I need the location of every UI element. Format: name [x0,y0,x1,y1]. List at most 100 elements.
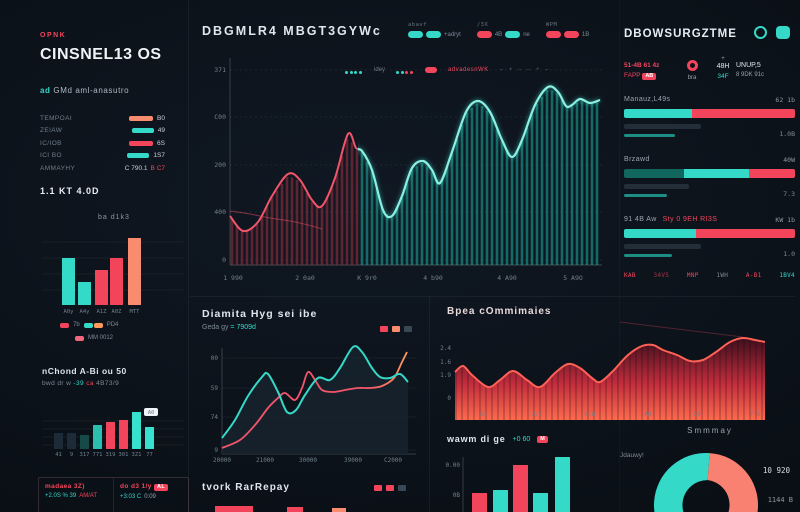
wave-bar [435,179,439,265]
legend-group[interactable]: WPM 1B [545,22,589,38]
y-tick-label: 0B [453,492,461,499]
y-tick-label: C00 [214,113,226,121]
right-panel: DBOWSURGZTME 51-4B 61 4z FAPP AB bra + 4… [620,0,800,310]
dot [396,71,400,74]
main-chart-legend: abavf +adryt/3X 4B ne WPM 1B [408,22,589,38]
stat-left-delta: +2.0S % 39 [45,493,77,499]
progress-segment [624,169,684,178]
bar [145,427,154,449]
wave-bar [245,230,249,265]
refresh-icon[interactable] [754,26,767,39]
legend-swatch [408,31,423,38]
donut-left-label: Jdauwy! [620,452,644,459]
metric-row: TEMPOAI B0 [40,112,165,125]
bar [132,412,141,449]
token-label: A-B1 [745,272,762,279]
legend-swatch [380,326,388,332]
wave-bar [480,106,484,266]
area-chart-panel: Bpea cOmmimaies 2.4 1.6 1.9 0 49 2/6 4.8 A0 20 7.… [430,296,775,430]
bar-label: A1Z [97,309,108,315]
wave-bar [590,103,594,266]
wave-bar [580,101,584,265]
bar-label: 3Z1 [132,452,142,458]
legend-swatch [60,322,69,328]
legend-swatch [386,485,394,491]
metric-label: ICI BO [40,152,62,160]
x-tick-label: 1 990 [223,274,243,282]
x-tick-label: A0 [644,411,652,418]
bar [128,238,141,305]
progress-row: 91 4B Aw Sty 0 9EH RI3S KW 1b 1.0 [624,216,795,276]
wave-bar [355,150,359,265]
stat-left-title: madaea 3Z) [45,483,85,490]
main-chart-legend-secondary: idey advadesnWK ‒ + ‒ ‒ + ‒ [345,61,550,79]
stat-col3-line1: 48H [716,63,730,70]
wave-bar [465,112,469,265]
mini-chart-legend-row1[interactable]: 7b PD4 [60,322,118,328]
metric-value: 6S [157,139,165,147]
dot [409,71,413,74]
y-tick-label: 2.4 [440,345,451,352]
legend-caption: abavf [408,22,428,28]
wave-bar [310,201,314,265]
wave-bar [410,169,414,265]
bar-label: MTT [130,309,141,315]
progress-bar [624,229,795,238]
trend-chart-svg: 00 59 74 9 20000 21000 30000 39000 C2000 [211,345,416,464]
legend-swatch [83,322,93,328]
donut-panel: Smmmay Jdauwy! 10 920 1144 B [620,420,800,512]
mini-bar-chart-svg: A0y A4y A1Z A0Z MTT [42,238,184,315]
dashboard-subtitle: ad GMd aml-anasutro [40,86,129,95]
legend-group[interactable]: /3X 4B ne [476,22,530,38]
wave-bar [470,108,474,265]
progress-value: 40W [783,156,795,164]
wave-bar [330,185,334,265]
metric-bar [129,115,154,121]
x-tick-label: 4.8 [585,411,596,418]
wave-bar [250,227,254,265]
mini-chart-legend-row2[interactable]: MM 0012 [75,335,113,341]
chart-badge: A0 [148,410,155,416]
wave-bar [530,114,534,265]
wave-bar [585,103,589,265]
divider [190,296,795,297]
section2-sub-red: ca [86,380,97,387]
bar [95,270,108,305]
donut-value-2: 1144 B [767,496,793,504]
bar-label: 317 [80,452,90,458]
sidebar-eyebrow: OPNK [40,32,67,39]
subtitle-text: GMd aml-anasutro [53,86,130,95]
right-panel-title: DBOWSURGZTME [624,28,737,40]
stat-col1-line2: FAPP [624,72,641,79]
x-tick-label: 4 A90 [497,274,517,282]
progress-subvalue: 1.0B [779,130,795,138]
donut-chart-svg [654,453,758,512]
bottom-bars-panel: wawm di ge +0 60 M 0.00 0B [430,430,620,512]
wave-bar [445,166,449,265]
metric-bar [129,140,154,146]
bar [106,422,115,449]
legend-label: MM 0012 [88,335,114,341]
wave-bar [560,100,564,265]
wave-bar [240,231,244,265]
work-section-legend[interactable] [374,485,406,491]
wave-bar [460,124,464,265]
y-tick-label: 1.6 [440,359,451,366]
metric-label: IC/IOB [40,139,62,147]
legend-group[interactable]: abavf +adryt [408,22,461,38]
wave-bar [305,193,309,265]
y-tick-label: 200 [214,161,226,169]
wave-bar [395,207,399,265]
bottom-bars-delta: +0 60 [512,435,531,443]
trend-chart-legend[interactable] [380,326,412,332]
chat-icon[interactable] [776,26,790,39]
bar [93,425,102,449]
wave-bar [570,106,574,265]
stat-right-badge: AL [154,484,169,491]
dot [358,71,362,74]
legend-items: +adryt [408,31,461,38]
bar [287,507,303,512]
wave-bar [510,158,514,265]
metric-row: IC/IOB 6S [40,137,165,150]
progress-label-red: Sty 0 9EH RI3S [662,216,718,223]
